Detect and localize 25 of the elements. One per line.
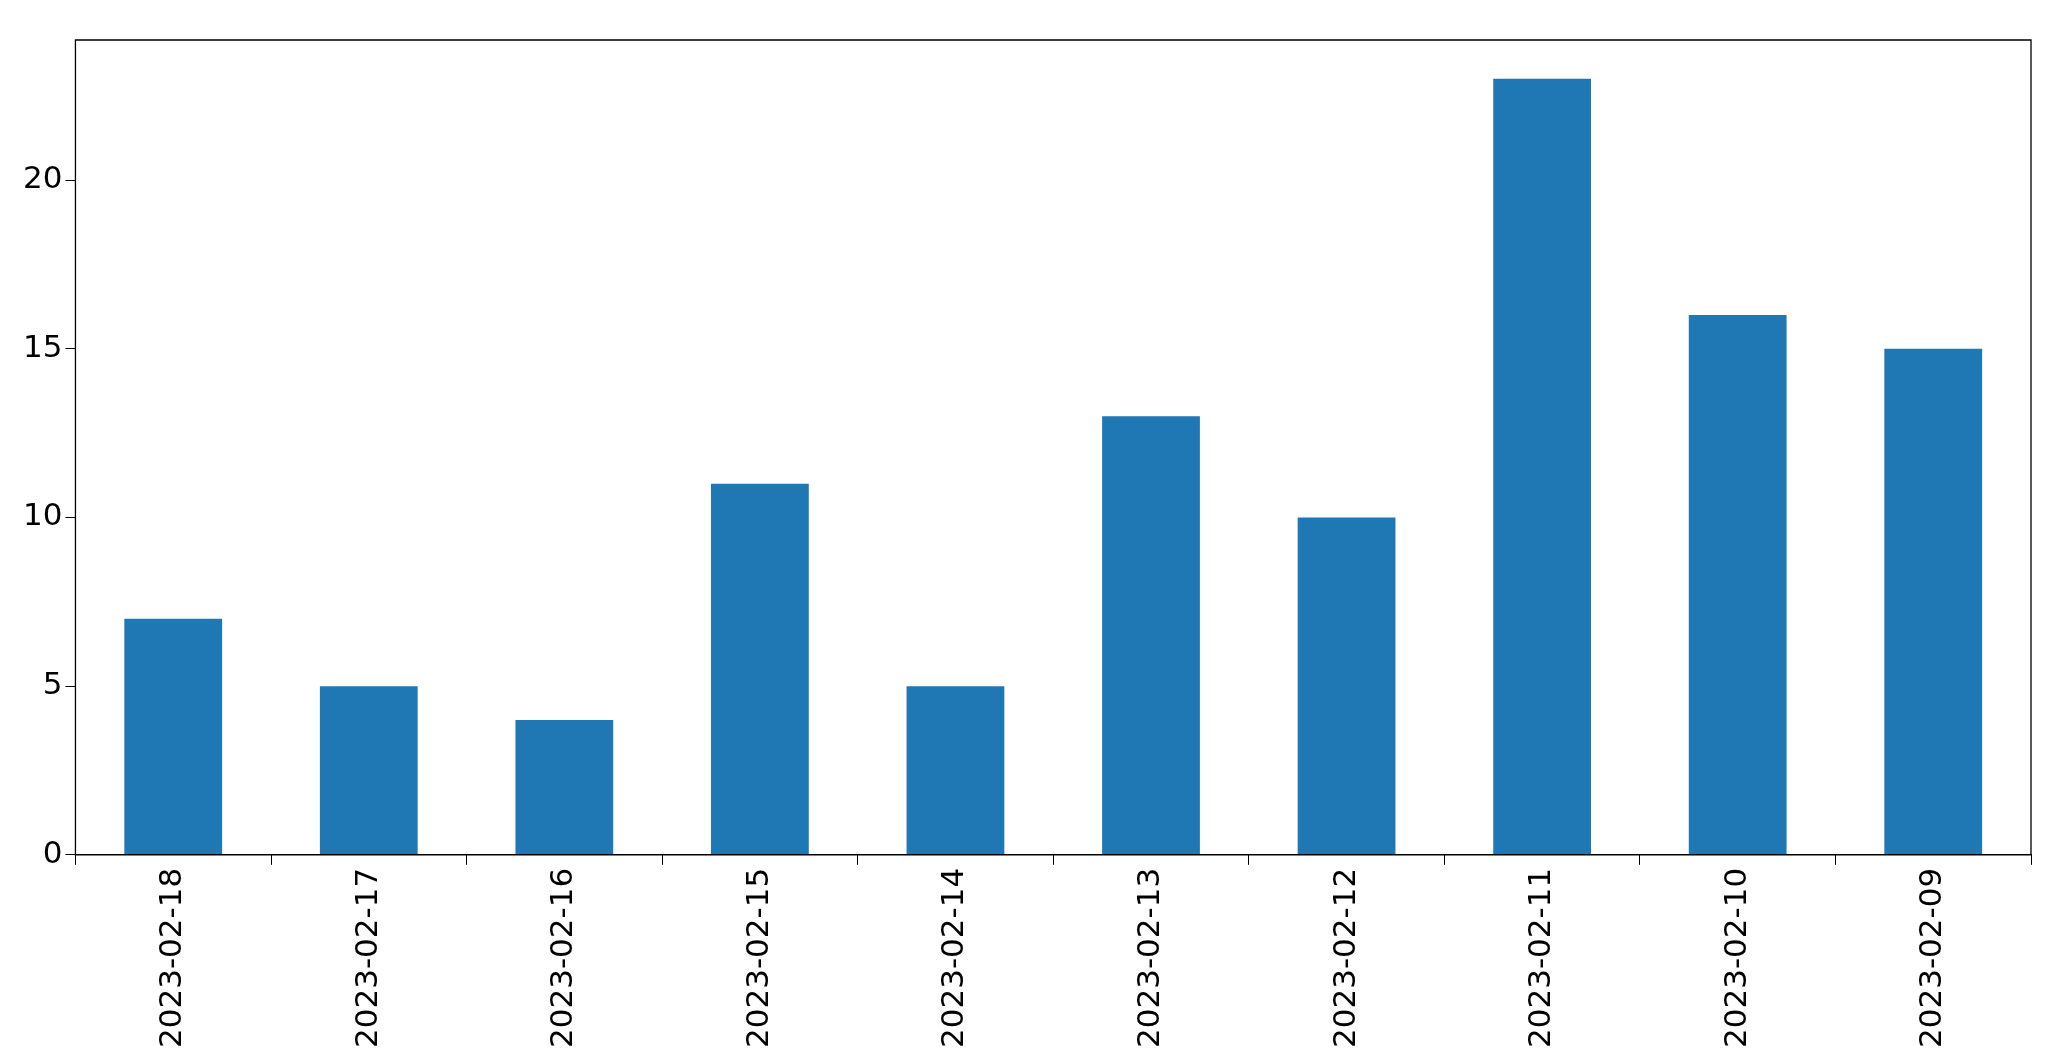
y-tick-label: 0 <box>42 833 63 870</box>
bar <box>906 686 1005 855</box>
bar <box>124 618 223 855</box>
x-tick-label: 2023-02-11 <box>1521 867 1558 1049</box>
x-tick-label: 2023-02-15 <box>738 867 775 1049</box>
y-tick-label: 5 <box>42 665 63 702</box>
bar <box>319 686 418 855</box>
bar <box>1493 78 1591 855</box>
y-tick-label: 15 <box>22 327 63 364</box>
bar <box>1102 416 1200 855</box>
bar <box>515 719 614 855</box>
y-tick-label: 20 <box>22 159 63 196</box>
bar <box>1688 314 1787 855</box>
x-tick-label: 2023-02-09 <box>1912 867 1949 1049</box>
x-tick-label: 2023-02-16 <box>543 867 580 1049</box>
x-tick-label: 2023-02-18 <box>152 867 189 1049</box>
x-tick-label: 2023-02-17 <box>347 867 384 1049</box>
x-tick-label: 2023-02-10 <box>1716 867 1753 1049</box>
y-tick-label: 10 <box>22 496 63 533</box>
bar <box>711 483 809 855</box>
x-tick-label: 2023-02-12 <box>1325 867 1362 1049</box>
bar <box>1884 348 1983 855</box>
x-tick-label: 2023-02-14 <box>934 867 971 1049</box>
bar <box>1297 517 1396 855</box>
x-tick-label: 2023-02-13 <box>1130 867 1167 1049</box>
